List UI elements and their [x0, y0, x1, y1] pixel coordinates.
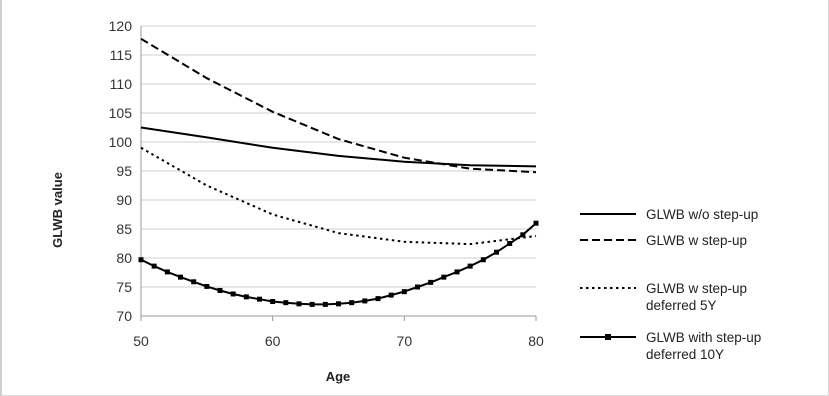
legend-label-3: deferred 5Y: [646, 298, 717, 313]
legend-swatch-marker: [605, 334, 611, 340]
legend-label-3: GLWB w step-up: [646, 281, 747, 296]
series-marker: [243, 294, 249, 300]
x-tick-label: 50: [133, 333, 149, 349]
series-marker: [178, 274, 183, 280]
y-tick-labels: 70 75 80 85 90 95 100 105 110 115 120: [109, 18, 133, 324]
series-marker: [309, 301, 315, 307]
series-marker: [283, 300, 289, 306]
series-marker: [217, 287, 223, 293]
series-marker: [322, 301, 328, 307]
series-line-4: [140, 222, 537, 306]
series-marker: [204, 283, 210, 289]
y-tick-label: 90: [116, 192, 132, 208]
series-marker: [191, 279, 197, 285]
y-tick-label: 95: [116, 163, 132, 179]
y-tick-label: 105: [109, 105, 133, 121]
y-tick-label: 70: [116, 308, 132, 324]
series-marker: [388, 292, 394, 298]
y-tick-label: 115: [110, 47, 133, 63]
series-marker: [415, 284, 420, 290]
series-marker: [533, 220, 539, 226]
series-marker: [428, 279, 434, 285]
series-marker: [138, 257, 144, 263]
series-lines: [138, 37, 539, 307]
series-marker: [441, 274, 447, 280]
series-marker: [230, 291, 236, 297]
y-tick-label: 100: [109, 134, 133, 150]
x-tick-labels: 50 60 70 80: [133, 333, 544, 349]
series-marker: [520, 232, 526, 238]
legend-label-4: deferred 10Y: [646, 347, 724, 362]
series-marker: [375, 296, 381, 302]
series-marker: [401, 289, 407, 295]
series-line-3: [140, 146, 537, 246]
series-marker: [257, 296, 262, 302]
series-line-2: [140, 37, 537, 174]
series-marker: [296, 301, 302, 307]
y-tick-label: 85: [116, 221, 132, 237]
y-tick-label: 80: [116, 250, 132, 266]
x-tick-label: 80: [528, 333, 544, 349]
series-marker: [507, 241, 513, 246]
series-marker: [480, 257, 486, 263]
y-tick-label: 110: [110, 76, 133, 92]
axes: [140, 26, 537, 321]
series-marker: [349, 300, 355, 306]
y-tick-label: 120: [109, 18, 133, 34]
series-marker: [164, 269, 170, 275]
legend-label-1: GLWB w/o step-up: [646, 207, 758, 222]
y-tick-label: 75: [116, 279, 132, 295]
y-axis-title: GLWB value: [50, 172, 65, 248]
legend: GLWB w/o step-up GLWB w step-up GLWB w ste…: [580, 207, 761, 362]
series-marker: [467, 263, 473, 269]
series-marker: [454, 269, 460, 275]
series-line-1: [140, 126, 537, 168]
x-tick-label: 60: [265, 333, 281, 349]
series-marker: [494, 249, 499, 255]
legend-label-2: GLWB w step-up: [646, 233, 747, 248]
series-marker: [336, 301, 341, 307]
legend-label-4: GLWB with step-up: [646, 330, 761, 345]
series-marker: [362, 298, 368, 304]
series-marker: [151, 263, 157, 269]
series-marker: [270, 299, 276, 304]
x-tick-label: 70: [397, 333, 413, 349]
x-axis-title: Age: [326, 369, 351, 384]
